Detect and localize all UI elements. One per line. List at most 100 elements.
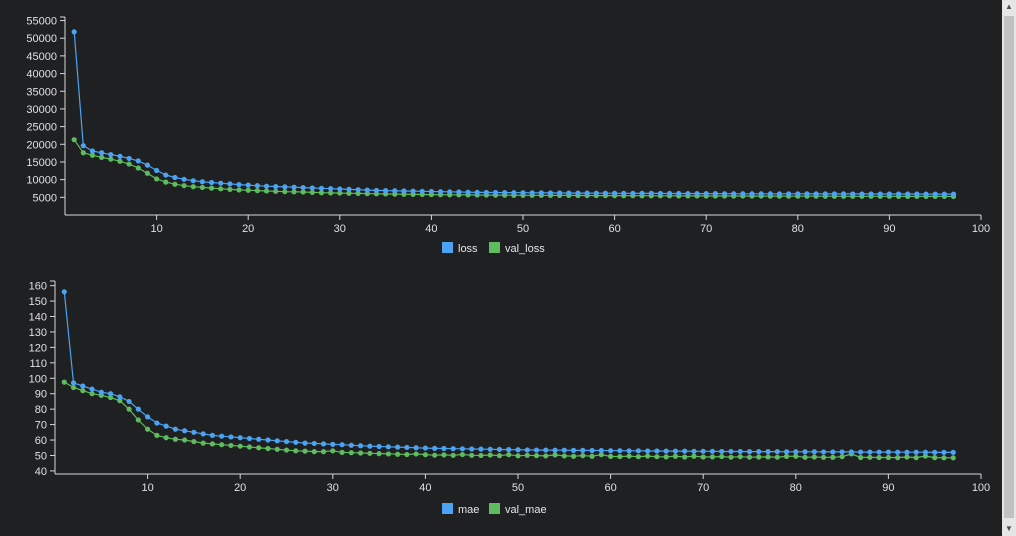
data-point-loss bbox=[950, 191, 957, 197]
data-point-val_mae bbox=[61, 379, 67, 385]
scroll-thumb[interactable] bbox=[1004, 16, 1014, 518]
loss-chart: 5000 10000 15000 20000 25000 30000 35000 40000 4… bbox=[26, 16, 990, 255]
data-point-loss bbox=[538, 190, 544, 196]
data-point-val_mae bbox=[163, 435, 169, 441]
y-tick-label: 30000 bbox=[26, 104, 57, 116]
legend-swatch-val_loss bbox=[489, 242, 500, 253]
data-point-mae bbox=[348, 442, 354, 448]
y-tick-label: 110 bbox=[29, 358, 47, 370]
data-point-loss bbox=[657, 190, 664, 197]
data-point-val_mae bbox=[293, 448, 299, 454]
data-point-loss bbox=[895, 191, 902, 197]
data-point-mae bbox=[783, 449, 790, 455]
data-point-mae bbox=[163, 423, 169, 429]
data-point-val_loss bbox=[309, 189, 315, 195]
data-point-loss bbox=[199, 179, 205, 185]
data-point-mae bbox=[617, 448, 623, 454]
data-point-loss bbox=[456, 189, 462, 195]
data-point-mae bbox=[570, 447, 577, 453]
data-point-mae bbox=[672, 448, 679, 454]
data-point-val_mae bbox=[496, 453, 503, 459]
data-point-mae bbox=[626, 448, 632, 454]
data-point-mae bbox=[246, 435, 253, 442]
data-point-val_mae bbox=[117, 398, 123, 404]
data-point-val_mae bbox=[728, 454, 734, 460]
data-point-mae bbox=[117, 394, 123, 400]
data-point-loss bbox=[813, 191, 819, 197]
data-point-loss bbox=[941, 191, 947, 197]
data-point-loss bbox=[831, 191, 838, 197]
data-point-val_mae bbox=[376, 451, 382, 457]
data-point-val_loss bbox=[208, 185, 215, 191]
data-point-mae bbox=[913, 449, 919, 455]
data-point-val_mae bbox=[154, 432, 160, 438]
data-point-loss bbox=[694, 190, 700, 197]
x-tick-label: 100 bbox=[972, 482, 990, 494]
data-point-val_mae bbox=[107, 394, 114, 401]
data-point-mae bbox=[469, 446, 475, 452]
data-point-mae bbox=[256, 436, 262, 442]
data-point-val_loss bbox=[346, 190, 352, 196]
x-tick-label: 20 bbox=[242, 223, 254, 235]
data-point-val_mae bbox=[172, 436, 178, 442]
data-point-mae bbox=[450, 446, 456, 452]
data-point-val_mae bbox=[774, 454, 780, 460]
series-line-val_mae bbox=[63, 381, 954, 459]
data-point-val_mae bbox=[552, 452, 558, 458]
data-point-val_mae bbox=[811, 454, 817, 460]
data-point-val_mae bbox=[682, 454, 688, 460]
data-point-val_mae bbox=[89, 391, 95, 397]
data-point-val_mae bbox=[719, 453, 725, 460]
data-point-val_mae bbox=[515, 453, 521, 459]
data-point-loss bbox=[254, 183, 260, 189]
data-point-loss bbox=[218, 180, 224, 186]
data-point-mae bbox=[200, 431, 206, 437]
data-point-loss bbox=[932, 191, 938, 197]
vertical-scrollbar[interactable]: ▲ ▼ bbox=[1002, 0, 1016, 536]
data-point-val_mae bbox=[70, 384, 77, 391]
data-point-mae bbox=[932, 449, 938, 455]
data-point-mae bbox=[524, 447, 530, 453]
data-point-loss bbox=[483, 189, 489, 196]
data-point-loss bbox=[721, 191, 728, 197]
data-point-mae bbox=[367, 443, 373, 449]
data-point-loss bbox=[263, 183, 270, 189]
data-point-val_mae bbox=[746, 454, 753, 460]
data-point-val_mae bbox=[367, 450, 373, 456]
scroll-up-arrow-icon[interactable]: ▲ bbox=[1005, 2, 1013, 11]
data-point-mae bbox=[663, 448, 669, 454]
data-point-loss bbox=[557, 190, 563, 196]
data-point-mae bbox=[422, 445, 428, 451]
data-point-mae bbox=[357, 443, 364, 449]
data-point-mae bbox=[339, 442, 345, 448]
data-point-mae bbox=[635, 448, 641, 454]
data-point-mae bbox=[858, 449, 864, 455]
data-point-loss bbox=[245, 182, 251, 188]
y-tick-label: 15000 bbox=[26, 157, 57, 169]
data-point-mae bbox=[645, 448, 651, 454]
data-point-val_mae bbox=[783, 453, 790, 459]
data-point-val_mae bbox=[395, 451, 401, 457]
data-point-loss bbox=[685, 190, 691, 197]
data-point-loss bbox=[886, 191, 893, 197]
mae-chart: 40 50 60 70 80 90 100 110 120 130 140 150 160 10 20 30 4… bbox=[29, 280, 990, 516]
scroll-down-arrow-icon[interactable]: ▼ bbox=[1005, 524, 1013, 533]
data-point-loss bbox=[181, 176, 187, 182]
data-point-val_mae bbox=[654, 454, 660, 460]
y-tick-label: 80 bbox=[35, 404, 47, 416]
data-point-val_loss bbox=[355, 190, 361, 197]
data-point-mae bbox=[515, 447, 521, 453]
data-point-val_loss bbox=[154, 176, 160, 182]
data-point-val_mae bbox=[330, 448, 336, 454]
data-point-loss bbox=[776, 191, 783, 197]
data-point-val_loss bbox=[254, 188, 260, 194]
y-tick-label: 25000 bbox=[26, 122, 57, 134]
data-point-mae bbox=[867, 449, 873, 455]
data-point-mae bbox=[228, 434, 234, 440]
data-point-loss bbox=[804, 191, 810, 197]
data-point-val_mae bbox=[441, 452, 447, 458]
data-point-val_mae bbox=[885, 454, 892, 461]
data-point-val_mae bbox=[246, 444, 253, 450]
data-point-mae bbox=[746, 449, 753, 455]
